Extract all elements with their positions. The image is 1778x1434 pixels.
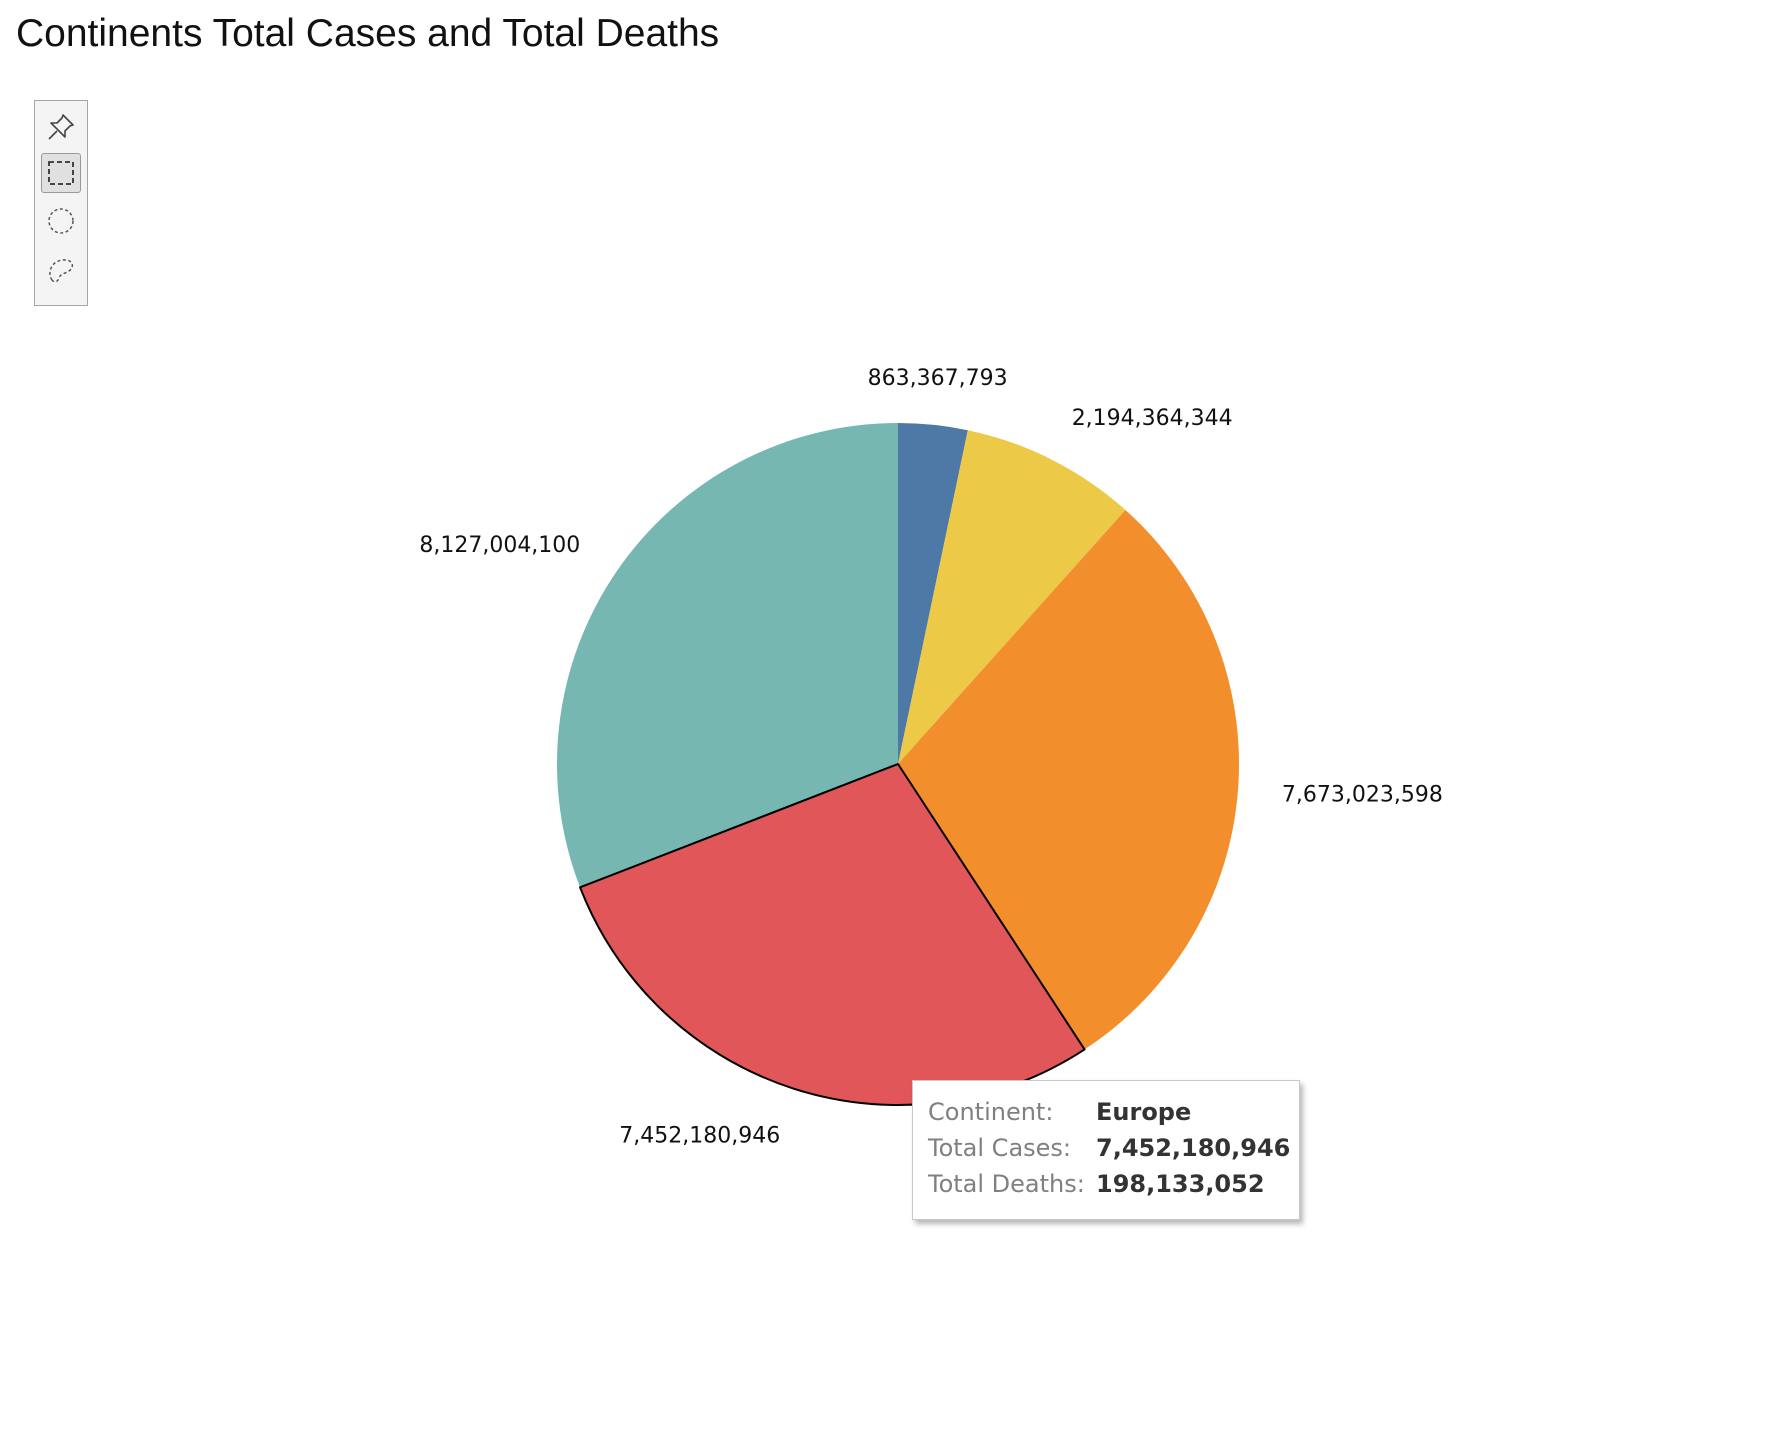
tooltip-key: Total Deaths: <box>928 1170 1085 1198</box>
tooltip: Continent: Europe Total Cases: 7,452,180… <box>912 1080 1300 1220</box>
pin-tool-button[interactable] <box>41 107 81 147</box>
pie-slice[interactable] <box>898 509 1239 1050</box>
page-title: Continents Total Cases and Total Deaths <box>16 12 720 55</box>
slice-label: 8,127,004,100 <box>419 533 580 558</box>
tooltip-value: Europe <box>1096 1098 1192 1126</box>
slice-label: 7,673,023,598 <box>1282 782 1443 807</box>
pie-slice[interactable] <box>580 764 1085 1105</box>
tooltip-value: 7,452,180,946 <box>1096 1134 1291 1162</box>
radial-select-icon <box>48 208 74 234</box>
tooltip-key: Total Cases: <box>928 1134 1072 1162</box>
lasso-select-icon <box>49 259 74 283</box>
slice-label: 863,367,793 <box>868 366 1008 391</box>
rectangle-select-tool-button[interactable] <box>41 153 81 193</box>
slice-label: 7,452,180,946 <box>619 1123 780 1148</box>
pie-slice[interactable] <box>898 430 1126 764</box>
pin-icon <box>48 114 74 140</box>
slice-label: 2,194,364,344 <box>1072 406 1233 431</box>
rectangle-select-icon <box>48 161 74 185</box>
radial-select-tool-button[interactable] <box>41 201 81 241</box>
selection-toolbar <box>34 100 88 306</box>
tooltip-key: Continent: <box>928 1098 1054 1126</box>
pie-slice[interactable] <box>898 423 968 764</box>
pie-slice[interactable] <box>556 423 898 888</box>
lasso-select-tool-button[interactable] <box>41 251 81 291</box>
tooltip-value: 198,133,052 <box>1096 1170 1265 1198</box>
